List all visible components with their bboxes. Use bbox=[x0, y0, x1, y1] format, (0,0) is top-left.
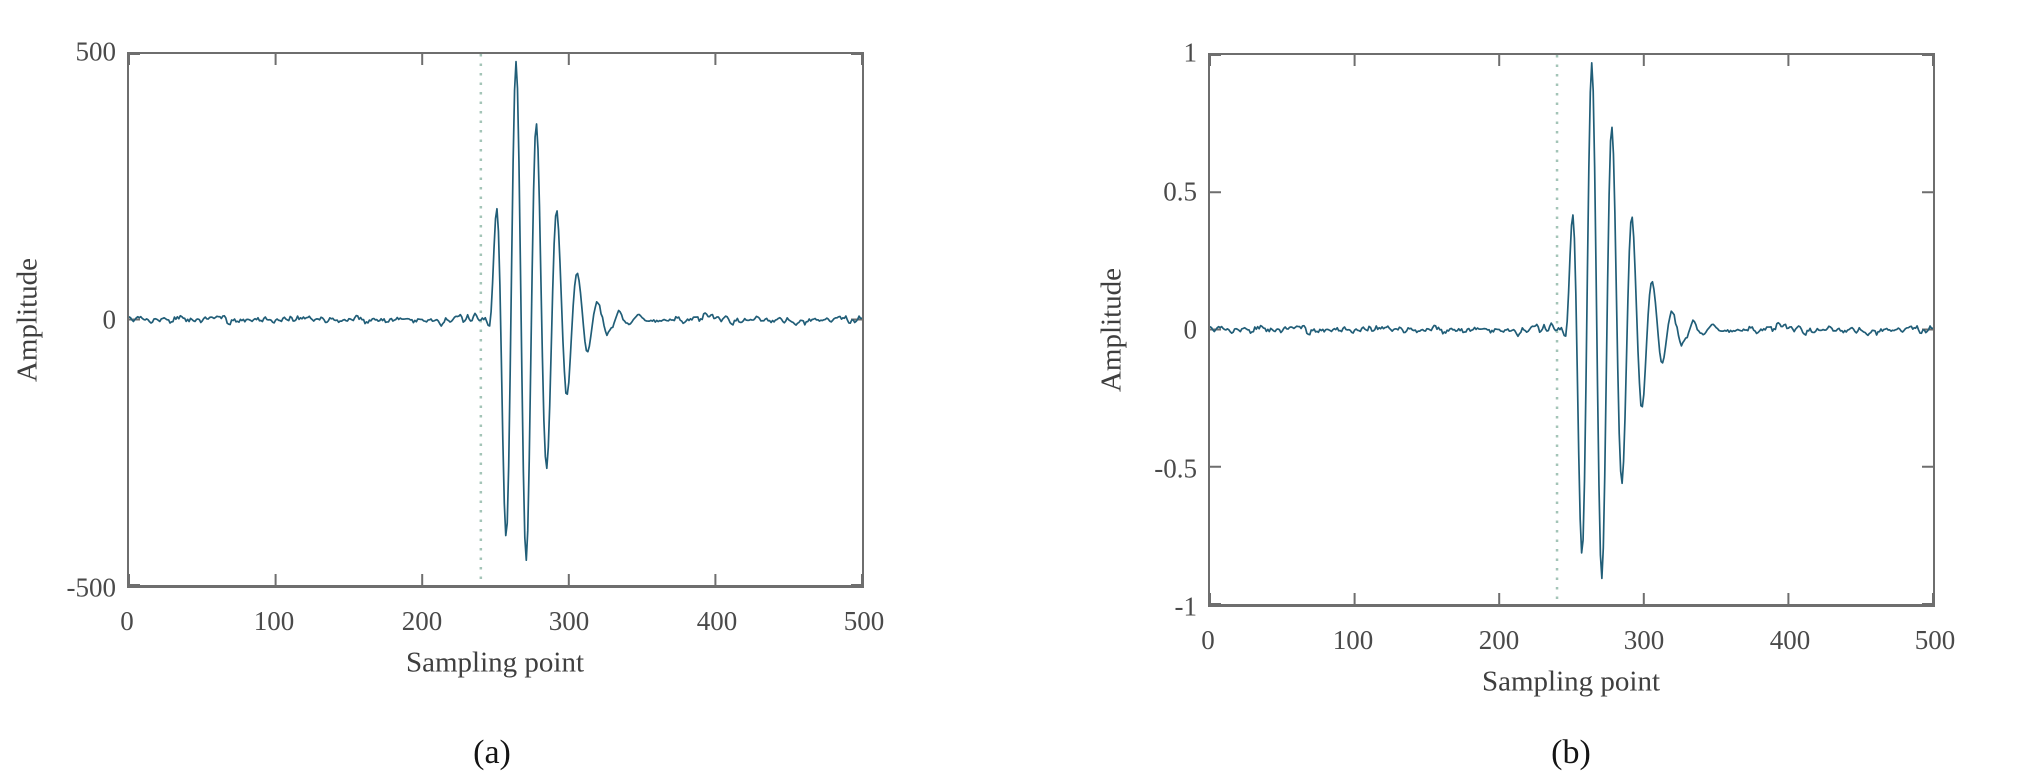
x-axis-label-a: Sampling point bbox=[405, 646, 585, 679]
y-tick-label: 0.5 bbox=[1163, 176, 1197, 206]
x-tick-label: 500 bbox=[1914, 625, 1956, 655]
y-axis-label-b: Amplitude bbox=[1095, 267, 1128, 393]
x-tick-label: 300 bbox=[1623, 625, 1665, 655]
x-tick-label: 400 bbox=[1769, 625, 1811, 655]
x-axis-label-b: Sampling point bbox=[1481, 665, 1661, 698]
panel-caption-a: (a) bbox=[473, 734, 511, 771]
plot-area-b bbox=[1208, 53, 1935, 607]
x-tick-label: 100 bbox=[253, 606, 295, 636]
y-tick-label: 0 bbox=[102, 304, 117, 335]
panel-caption-b: (b) bbox=[1551, 734, 1591, 771]
y-tick-label: 500 bbox=[75, 36, 117, 67]
y-tick-label: -0.5 bbox=[1154, 453, 1197, 483]
x-tick-label: 400 bbox=[696, 606, 738, 636]
x-tick-label: 0 bbox=[1201, 625, 1215, 655]
plot-area-a bbox=[127, 52, 864, 588]
x-tick-label: 200 bbox=[401, 606, 443, 636]
x-tick-label: 100 bbox=[1332, 625, 1374, 655]
y-tick-label: -500 bbox=[66, 572, 117, 603]
signal-trace-b bbox=[1210, 62, 1933, 580]
x-tick-label: 0 bbox=[120, 606, 134, 636]
x-tick-label: 200 bbox=[1478, 625, 1520, 655]
x-tick-label: 500 bbox=[843, 606, 885, 636]
x-tick-label: 300 bbox=[548, 606, 590, 636]
y-tick-label: -1 bbox=[1174, 591, 1198, 622]
y-axis-label-a: Amplitude bbox=[11, 257, 44, 383]
signal-plot-svg-a bbox=[129, 54, 862, 585]
y-tick-label: 1 bbox=[1183, 37, 1198, 68]
y-tick-label: 0 bbox=[1183, 314, 1198, 345]
signal-trace-a bbox=[129, 60, 862, 562]
signal-plot-svg-b bbox=[1210, 55, 1933, 604]
